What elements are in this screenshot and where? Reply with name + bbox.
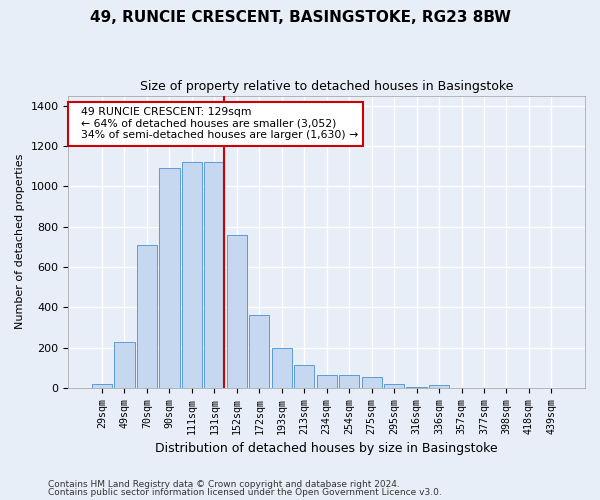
X-axis label: Distribution of detached houses by size in Basingstoke: Distribution of detached houses by size … — [155, 442, 498, 455]
Bar — [182, 162, 202, 388]
Bar — [339, 375, 359, 388]
Bar — [362, 377, 382, 388]
Text: Contains HM Land Registry data © Crown copyright and database right 2024.: Contains HM Land Registry data © Crown c… — [48, 480, 400, 489]
Bar — [272, 348, 292, 388]
Y-axis label: Number of detached properties: Number of detached properties — [15, 154, 25, 330]
Text: 49 RUNCIE CRESCENT: 129sqm
  ← 64% of detached houses are smaller (3,052)
  34% : 49 RUNCIE CRESCENT: 129sqm ← 64% of deta… — [74, 108, 358, 140]
Bar — [204, 162, 224, 388]
Title: Size of property relative to detached houses in Basingstoke: Size of property relative to detached ho… — [140, 80, 514, 93]
Bar — [406, 387, 427, 388]
Bar — [137, 245, 157, 388]
Text: 49, RUNCIE CRESCENT, BASINGSTOKE, RG23 8BW: 49, RUNCIE CRESCENT, BASINGSTOKE, RG23 8… — [89, 10, 511, 25]
Bar — [227, 234, 247, 388]
Bar — [159, 168, 179, 388]
Bar — [317, 375, 337, 388]
Bar — [294, 365, 314, 388]
Bar — [249, 316, 269, 388]
Bar — [115, 342, 134, 388]
Bar — [384, 384, 404, 388]
Text: Contains public sector information licensed under the Open Government Licence v3: Contains public sector information licen… — [48, 488, 442, 497]
Bar — [429, 385, 449, 388]
Bar — [92, 384, 112, 388]
